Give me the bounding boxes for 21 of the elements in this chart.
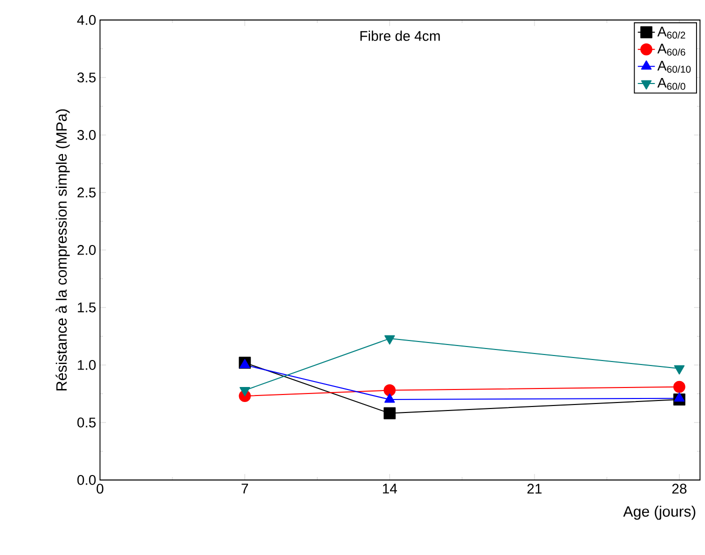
x-tick-label: 14: [382, 484, 397, 494]
legend-label: A$_{60/6}$: [657, 44, 686, 56]
x-tick-label: 7: [242, 484, 248, 494]
y-tick-label: 0.0: [77, 475, 96, 485]
legend-label: A$_{60/0}$: [657, 78, 686, 90]
y-tick-label: 0.5: [77, 418, 96, 428]
x-tick-label: 0: [96, 484, 104, 494]
x-tick-label: 21: [527, 484, 542, 494]
x-axis-title: Age (jours): [623, 506, 696, 520]
x-tick-label: 28: [672, 484, 686, 494]
y-tick-label: 1.5: [78, 302, 96, 312]
y-tick-label: 3.0: [77, 130, 96, 140]
y-tick-label: 3.5: [77, 72, 96, 82]
annotation: Fibre de 4cm: [360, 30, 440, 41]
y-tick-label: 4.0: [77, 15, 96, 25]
legend-label: A$_{60/10}$: [657, 60, 691, 73]
y-axis-title: Résistance à la compression simple (MPa): [56, 109, 70, 390]
y-tick-label: 2.0: [78, 245, 96, 255]
legend-label: A$_{60/2}$: [657, 26, 686, 39]
y-tick-label: 1.0: [78, 360, 96, 370]
y-tick-label: 2.5: [78, 188, 96, 198]
